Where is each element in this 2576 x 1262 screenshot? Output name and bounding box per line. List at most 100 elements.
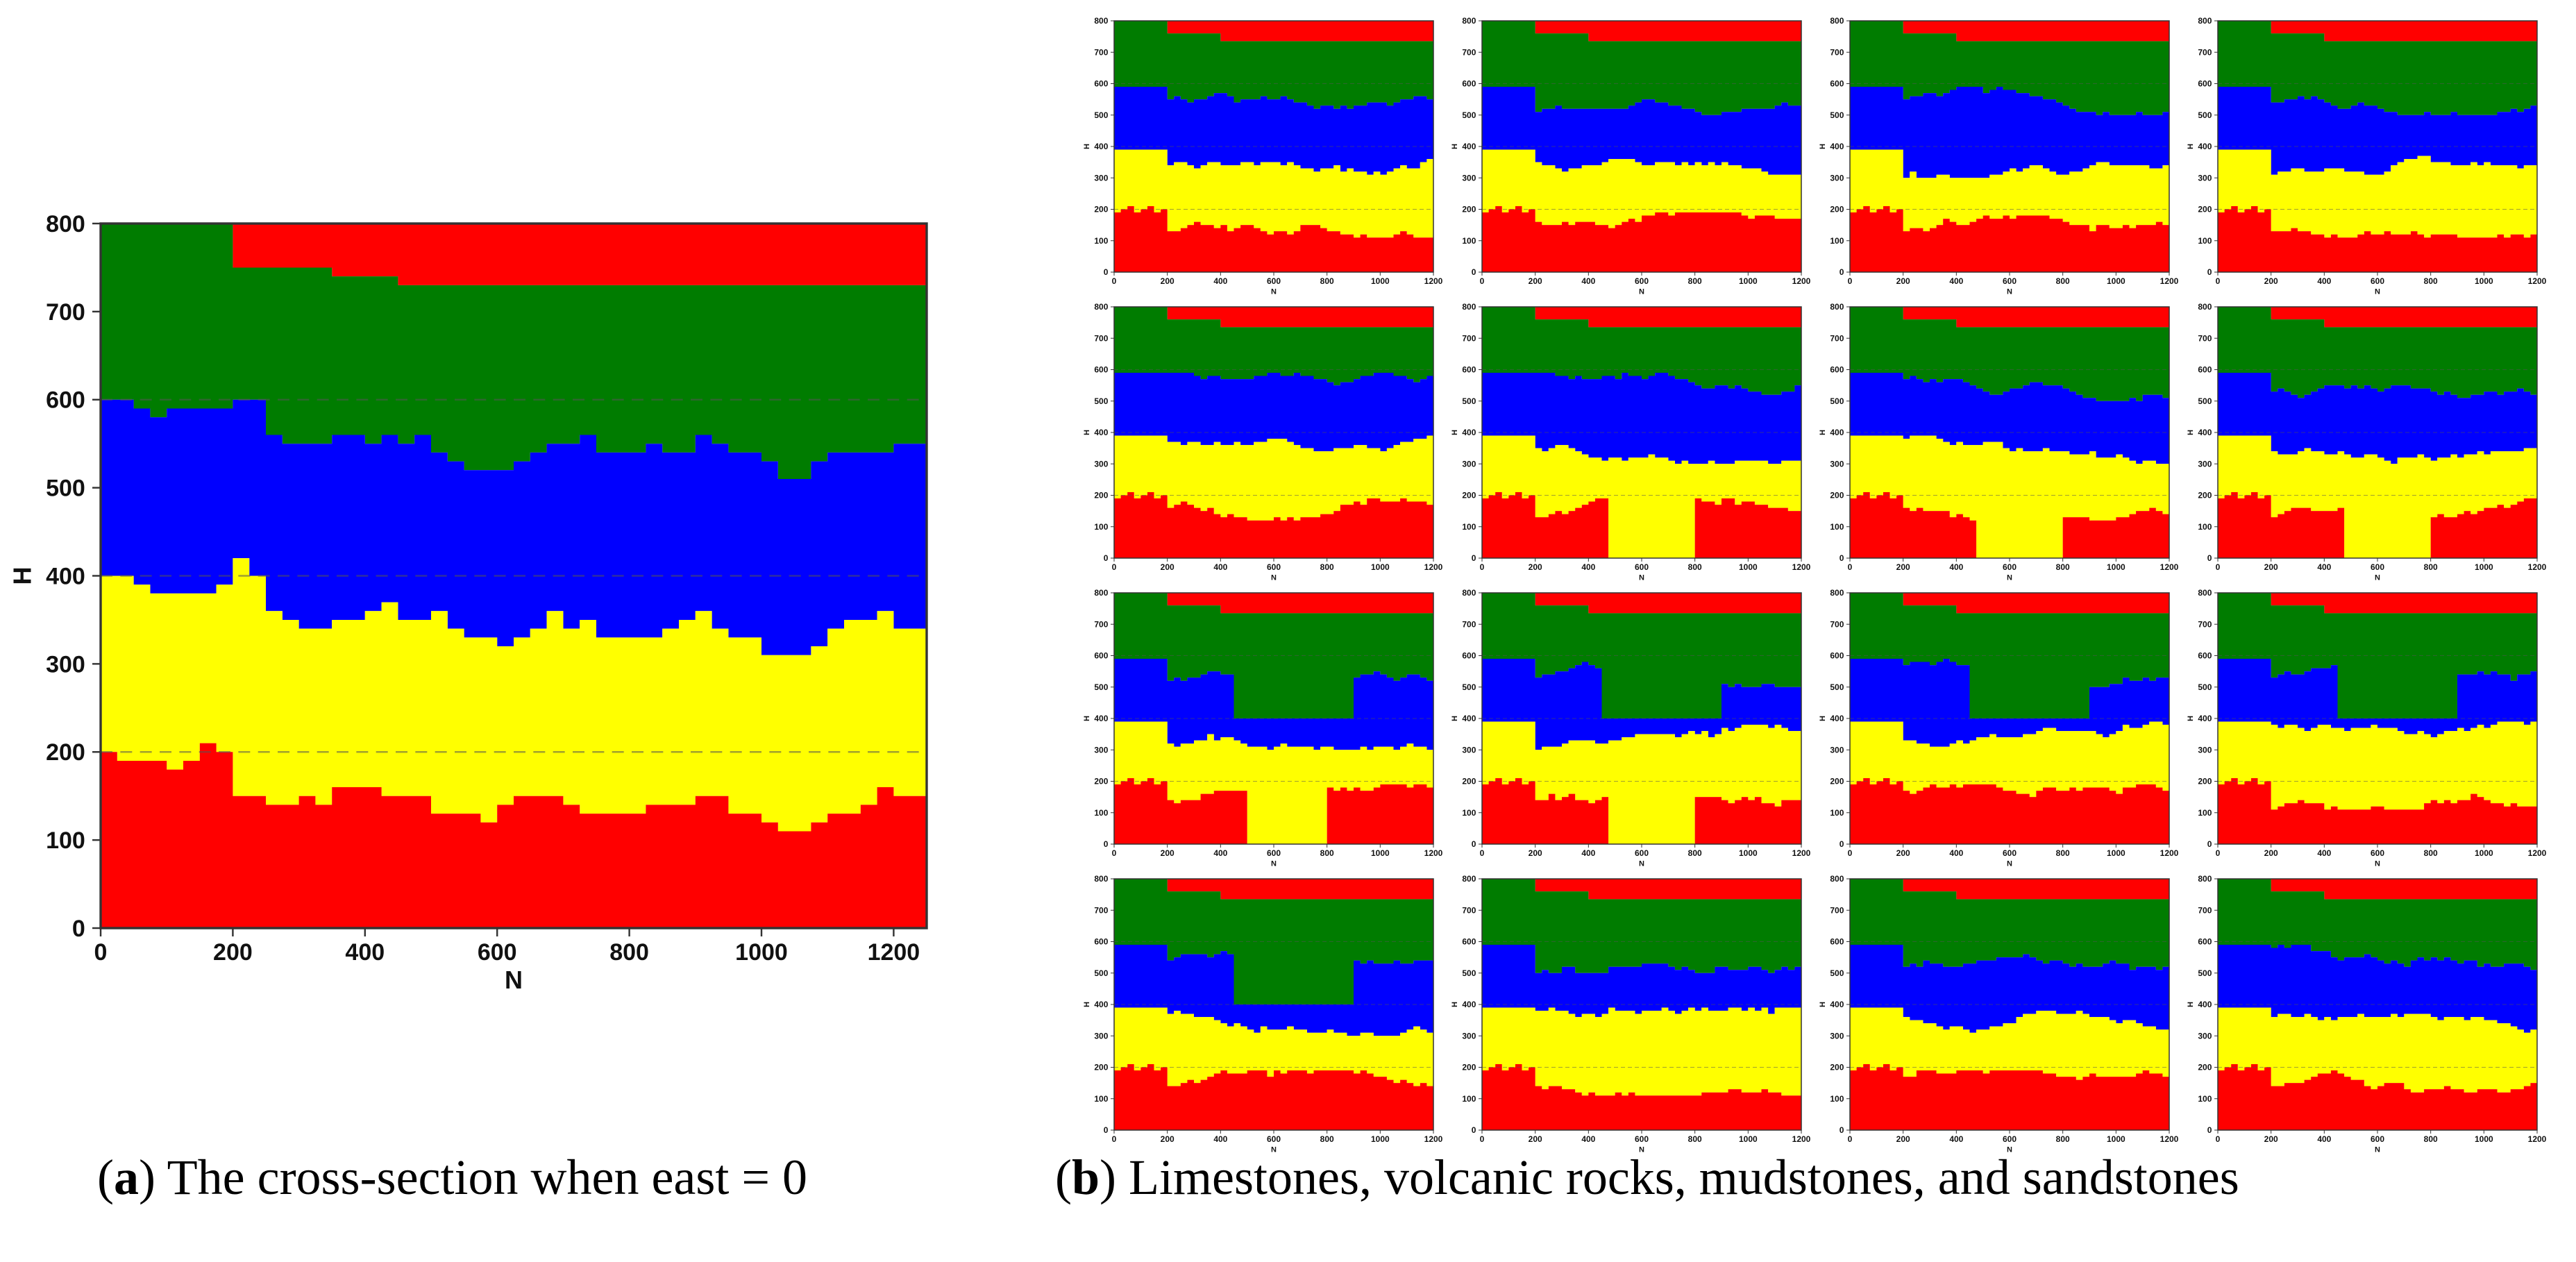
b-xtick-label: 1000 [1371, 848, 1390, 858]
b-xtick-label: 0 [1112, 562, 1117, 572]
b-xtick-label: 200 [1896, 562, 1910, 572]
b-xtick-label: 600 [1635, 848, 1649, 858]
b-ytick-label: 700 [1830, 905, 1844, 915]
b-layer-blue [2218, 373, 2537, 464]
b-ytick-label: 700 [2198, 47, 2212, 57]
b-ytick-label: 100 [2198, 808, 2212, 818]
b-layer-red-bottom [1482, 777, 1801, 844]
b-layer-red-bottom [1850, 777, 2169, 844]
b-layer-red-bottom [1114, 205, 1433, 272]
b-layer-red-top [1850, 593, 2169, 614]
b-xtick-label: 1000 [2107, 276, 2125, 286]
b-xlabel: N [1639, 287, 1644, 296]
a-ytick-label: 400 [46, 563, 85, 589]
b-layer-red-bottom [1850, 1063, 2169, 1130]
b-layer-yellow [1850, 721, 2169, 798]
b-ytick-label: 400 [1830, 428, 1844, 437]
b-xtick-label: 400 [1213, 848, 1227, 858]
a-layer-green [101, 224, 927, 479]
b-xtick-label: 400 [2317, 848, 2331, 858]
b-ytick-label: 600 [1830, 365, 1844, 375]
b-layer-blue [1114, 945, 1433, 1036]
b-xtick-label: 600 [2371, 848, 2384, 858]
b-ylabel: H [1451, 1002, 1459, 1007]
b-xlabel: N [2375, 287, 2380, 296]
b-ylabel: H [1451, 144, 1459, 149]
b-subplot-10: 0 100 200 300 400 500 600 700 800 0 200 400 600 800 10… [1451, 588, 1811, 868]
b-xtick-label: 200 [1161, 848, 1175, 858]
b-layer-green [1850, 879, 2169, 970]
b-ytick-label: 600 [1462, 937, 1476, 947]
b-subplot-8: 0 100 200 300 400 500 600 700 800 0 200 400 600 800 10… [2187, 302, 2547, 582]
b-xtick-label: 1000 [1739, 1134, 1758, 1144]
b-layer-red-top [1114, 593, 1433, 614]
b-subplot-5: 0 100 200 300 400 500 600 700 800 0 200 400 600 800 10… [1083, 302, 1443, 582]
b-ytick-label: 0 [1104, 553, 1109, 563]
b-ytick-label: 0 [1472, 553, 1476, 563]
b-ytick-label: 300 [1462, 745, 1476, 755]
b-ytick-label: 100 [2198, 236, 2212, 246]
caption-b: (b) Limestones, volcanic rocks, mudstone… [1055, 1150, 2239, 1205]
b-layer-red-bottom [1114, 1063, 1433, 1130]
b-ytick-label: 700 [1830, 333, 1844, 343]
b-ytick-label: 100 [1830, 808, 1844, 818]
b-ytick-label: 0 [1840, 553, 1844, 563]
b-layer-green [1114, 21, 1433, 109]
b-ylabel: H [2187, 1002, 2195, 1007]
b-ytick-label: 300 [1462, 173, 1476, 183]
b-xtick-label: 1200 [1792, 848, 1811, 858]
a-layer-yellow [101, 558, 927, 832]
b-xtick-label: 1200 [2160, 276, 2179, 286]
a-xtick-label: 1000 [735, 939, 788, 966]
b-ytick-label: 100 [1830, 236, 1844, 246]
b-layer-red-bottom [2218, 205, 2537, 272]
b-ytick-label: 800 [2198, 874, 2212, 884]
b-ytick-label: 700 [1462, 47, 1476, 57]
b-layer-yellow [1850, 149, 2169, 232]
b-ytick-label: 300 [1830, 745, 1844, 755]
b-xtick-label: 0 [2216, 848, 2221, 858]
b-layer-red-bottom [2218, 777, 2537, 844]
a-ytick-label: 100 [46, 827, 85, 854]
b-ytick-label: 500 [2198, 682, 2212, 692]
b-ytick-label: 600 [1094, 937, 1108, 947]
b-xtick-label: 400 [1213, 562, 1227, 572]
b-layer-red-bottom [2218, 491, 2537, 558]
b-xtick-label: 1200 [2528, 1134, 2547, 1144]
b-layer-blue [1850, 373, 2169, 464]
b-xtick-label: 600 [1267, 848, 1281, 858]
b-ytick-label: 400 [1094, 1000, 1108, 1009]
caption-a-letter: a [113, 1150, 139, 1205]
b-xtick-label: 200 [1529, 848, 1542, 858]
b-xtick-label: 0 [1480, 1134, 1485, 1144]
b-xtick-label: 1000 [2107, 562, 2125, 572]
b-layer-yellow [1850, 435, 2169, 558]
b-layer-red-top [1850, 879, 2169, 900]
b-ytick-label: 0 [1472, 1125, 1476, 1135]
b-xlabel: N [2007, 573, 2012, 582]
b-xlabel: N [1271, 573, 1277, 582]
b-ytick-label: 500 [1094, 110, 1108, 120]
b-ytick-label: 600 [1830, 937, 1844, 947]
b-ytick-label: 200 [1094, 491, 1108, 500]
b-ytick-label: 400 [1830, 1000, 1844, 1009]
b-ytick-label: 200 [1462, 205, 1476, 214]
b-ytick-label: 500 [1830, 968, 1844, 978]
b-ytick-label: 800 [1462, 302, 1476, 312]
b-subplot-4: 0 100 200 300 400 500 600 700 800 0 200 400 600 800 10… [2187, 16, 2547, 296]
b-layer-green [1114, 307, 1433, 386]
chart-b-grid: 0 100 200 300 400 500 600 700 800 0 200 400 600 800 10… [1083, 16, 2547, 1154]
b-xtick-label: 400 [1213, 1134, 1227, 1144]
b-ytick-label: 100 [1094, 808, 1108, 818]
b-ytick-label: 700 [1094, 47, 1108, 57]
b-layer-red-bottom [1482, 205, 1801, 272]
b-xtick-label: 400 [1949, 848, 1963, 858]
b-ytick-label: 200 [2198, 1063, 2212, 1072]
b-xtick-label: 0 [1112, 1134, 1117, 1144]
b-xtick-label: 200 [1896, 848, 1910, 858]
b-layer-green [1482, 307, 1801, 395]
b-layer-red-top [1482, 593, 1801, 614]
b-ytick-label: 100 [1462, 236, 1476, 246]
b-xtick-label: 1000 [1371, 276, 1390, 286]
b-ytick-label: 700 [2198, 905, 2212, 915]
